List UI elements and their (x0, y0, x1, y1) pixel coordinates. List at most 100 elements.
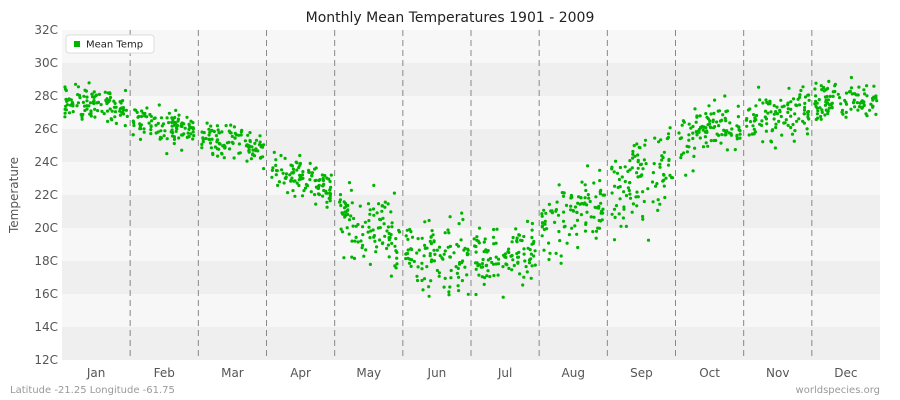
data-point (380, 204, 384, 208)
data-point (613, 184, 617, 188)
data-point (94, 94, 98, 98)
data-point (725, 148, 730, 152)
data-point (172, 137, 177, 141)
data-point (135, 110, 139, 114)
data-point (542, 208, 546, 212)
data-point (492, 273, 496, 278)
data-point (802, 108, 807, 112)
data-point (154, 123, 158, 127)
data-point (465, 253, 469, 257)
data-point (340, 230, 345, 234)
data-point (872, 84, 876, 88)
data-point (172, 141, 176, 146)
legend-box (65, 34, 155, 54)
data-point (237, 151, 241, 155)
data-point (666, 132, 671, 136)
data-point (862, 88, 866, 92)
data-point (763, 115, 767, 119)
data-point (342, 256, 346, 260)
data-point (239, 133, 243, 137)
data-point (573, 224, 577, 228)
data-point (123, 124, 127, 128)
data-point (404, 252, 409, 256)
x-tick-label: Jan (86, 366, 106, 380)
data-point (270, 168, 274, 172)
data-point (584, 188, 588, 193)
data-point (295, 161, 299, 165)
data-point (75, 104, 79, 108)
data-point (533, 249, 537, 253)
data-point (620, 175, 624, 179)
data-point (93, 115, 97, 119)
data-point (375, 211, 379, 215)
data-point (156, 121, 160, 125)
data-point (113, 110, 118, 114)
data-point (88, 101, 92, 105)
data-point (658, 165, 662, 169)
data-point (409, 264, 413, 268)
data-point (93, 107, 97, 111)
data-point (598, 179, 602, 183)
data-point (393, 264, 397, 268)
data-point (274, 173, 278, 177)
data-point (516, 255, 521, 259)
data-point (775, 105, 779, 109)
data-point (532, 254, 536, 258)
data-point (474, 267, 478, 271)
data-point (807, 98, 811, 102)
data-point (540, 212, 544, 216)
data-point (797, 117, 801, 121)
data-point (140, 109, 144, 113)
data-point (458, 261, 462, 265)
data-point (871, 104, 875, 108)
data-point (789, 125, 793, 130)
data-point (157, 103, 161, 107)
data-point (207, 137, 211, 141)
data-point (176, 117, 180, 121)
data-point (310, 171, 314, 175)
data-point (636, 166, 640, 170)
data-point (425, 265, 429, 269)
data-point (736, 104, 740, 108)
data-point (652, 162, 656, 166)
data-point (416, 265, 420, 269)
data-point (89, 109, 93, 113)
data-point (789, 100, 793, 104)
data-point (200, 146, 204, 150)
data-point (533, 263, 537, 267)
data-point (633, 154, 637, 158)
data-point (67, 111, 72, 115)
data-point (586, 193, 590, 197)
data-point (721, 113, 725, 117)
data-point (706, 123, 710, 127)
data-point (597, 206, 601, 210)
data-point (316, 192, 321, 196)
data-point (339, 227, 343, 231)
data-point (703, 130, 708, 134)
data-point (594, 195, 598, 199)
data-point (699, 125, 703, 129)
y-tick-label: 28C (34, 89, 58, 103)
data-point (432, 259, 436, 263)
data-point (328, 179, 332, 184)
data-point (598, 168, 602, 172)
data-point (594, 229, 599, 233)
data-point (150, 119, 154, 123)
x-tick-label: May (356, 366, 381, 380)
data-point (681, 119, 686, 123)
y-tick-label: 30C (34, 56, 58, 70)
data-point (793, 112, 797, 116)
data-point (589, 215, 593, 219)
data-point (651, 171, 656, 175)
data-point (511, 235, 515, 240)
data-point (284, 172, 288, 176)
data-point (310, 173, 314, 178)
data-point (420, 267, 424, 271)
data-point (253, 141, 257, 145)
data-point (314, 166, 318, 170)
data-point (457, 275, 461, 279)
data-point (347, 218, 352, 222)
data-point (476, 264, 480, 268)
x-tick-label: Dec (834, 366, 857, 380)
data-point (110, 118, 114, 122)
